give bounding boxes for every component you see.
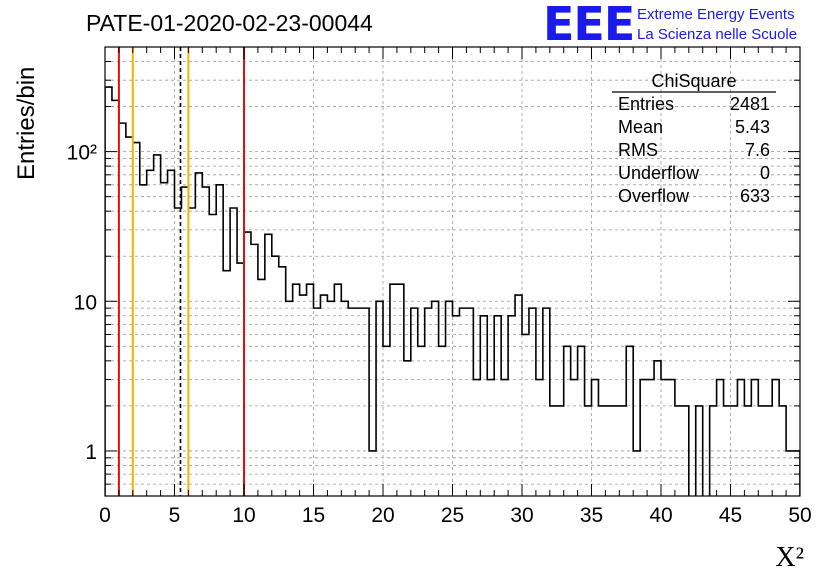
stats-label-overflow: Overflow [618, 186, 690, 206]
stats-label-mean: Mean [618, 117, 663, 137]
stats-value-entries: 2481 [730, 94, 770, 114]
plot-frame [104, 46, 801, 497]
x-tick-label: 10 [232, 504, 255, 527]
stats-value-underflow: 0 [760, 163, 770, 183]
x-axis-label: X² [775, 542, 804, 572]
histogram-series [105, 86, 800, 496]
reference-lines [117, 47, 245, 496]
x-tick-label: 15 [302, 504, 325, 527]
x-tick-label: 25 [441, 504, 464, 527]
stats-value-overflow: 633 [740, 186, 770, 206]
stats-box: ChiSquare Entries 2481 Mean 5.43 RMS 7.6… [612, 71, 776, 206]
x-tick-label: 40 [649, 504, 672, 527]
x-tick-label: 5 [169, 504, 181, 527]
y-tick-label: 10² [67, 142, 97, 165]
y-tick-label: 10 [74, 291, 97, 314]
x-tick-label: 30 [510, 504, 533, 527]
stats-label-underflow: Underflow [618, 163, 700, 183]
x-tick-labels: 0 5 10 15 20 25 30 35 40 45 50 [99, 504, 812, 527]
stats-value-mean: 5.43 [735, 117, 770, 137]
grid-lines [105, 46, 800, 497]
logo-tagline-1: Extreme Energy Events [637, 6, 795, 23]
run-title: PATE-01-2020-02-23-00044 [86, 10, 373, 36]
stats-label-rms: RMS [618, 140, 658, 160]
x-tick-label: 45 [719, 504, 742, 527]
x-tick-label: 50 [788, 504, 811, 527]
histogram-step-line [105, 86, 800, 496]
stats-label-entries: Entries [618, 94, 674, 114]
x-tick-label: 20 [371, 504, 394, 527]
x-tick-label: 0 [99, 504, 111, 527]
x-tick-label: 35 [580, 504, 603, 527]
y-axis-label: Entries/bin [13, 67, 40, 180]
eee-logo-mark: EEE [543, 0, 635, 51]
stats-box-title: ChiSquare [651, 71, 736, 91]
y-tick-label: 1 [85, 441, 97, 464]
y-tick-labels: 1 10 10² [67, 142, 97, 464]
eee-logo: EEE Extreme Energy Events La Scienza nel… [543, 0, 833, 51]
logo-tagline-2: La Scienza nelle Scuole [637, 26, 798, 43]
stats-value-rms: 7.6 [745, 140, 770, 160]
